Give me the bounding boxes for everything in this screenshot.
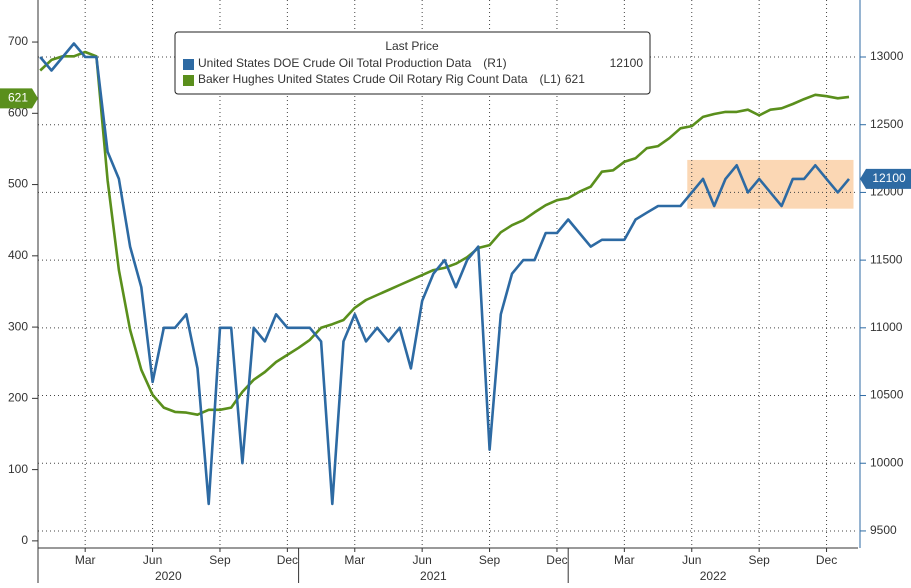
y-tick-label: 0 bbox=[21, 533, 28, 547]
x-tick-label: Dec bbox=[277, 553, 298, 567]
x-tick-label: Jun bbox=[143, 553, 162, 567]
legend-box bbox=[174, 31, 651, 95]
x-tick-label: Mar bbox=[344, 553, 365, 567]
year-label: 2022 bbox=[700, 569, 727, 583]
highlight-box bbox=[687, 159, 854, 209]
legend-last-price: 12100 bbox=[610, 56, 644, 70]
legend-label: Baker Hughes United States Crude Oil Rot… bbox=[198, 72, 528, 86]
legend-label: United States DOE Crude Oil Total Produc… bbox=[198, 56, 472, 70]
x-tick-label: Dec bbox=[816, 553, 837, 567]
y2-tick-label: 10500 bbox=[870, 388, 904, 402]
x-tick-label: Sep bbox=[209, 553, 231, 567]
legend-axis: (R1) bbox=[483, 56, 506, 70]
x-tick-label: Sep bbox=[479, 553, 501, 567]
series-line bbox=[39, 50, 850, 416]
x-tick-label: Dec bbox=[546, 553, 567, 567]
y2-tick-label: 10000 bbox=[870, 455, 904, 469]
year-label: 2020 bbox=[155, 569, 182, 583]
y-tick-label: 200 bbox=[8, 391, 28, 405]
legend-axis: (L1) bbox=[540, 72, 561, 86]
series-line bbox=[39, 42, 851, 506]
y-tick-label: 500 bbox=[8, 177, 28, 191]
legend-swatch bbox=[183, 59, 194, 70]
y2-tick-label: 11500 bbox=[870, 252, 903, 266]
x-tick-label: Jun bbox=[412, 553, 431, 567]
x-tick-label: Mar bbox=[614, 553, 635, 567]
x-tick-label: Mar bbox=[75, 553, 96, 567]
last-price-badge bbox=[860, 168, 911, 189]
legend-title: Last Price bbox=[385, 39, 439, 53]
last-price-label: 621 bbox=[8, 91, 28, 105]
y2-tick-label: 11000 bbox=[870, 320, 903, 334]
y-tick-label: 400 bbox=[8, 248, 28, 262]
y2-tick-label: 9500 bbox=[870, 523, 897, 537]
legend-last-price: 621 bbox=[565, 72, 585, 86]
y-tick-label: 600 bbox=[8, 105, 28, 119]
y-tick-label: 700 bbox=[8, 34, 28, 48]
year-label: 2021 bbox=[420, 569, 447, 583]
last-price-label: 12100 bbox=[872, 171, 906, 185]
x-tick-label: Sep bbox=[748, 553, 770, 567]
y2-tick-label: 12500 bbox=[870, 117, 904, 131]
x-tick-label: Jun bbox=[682, 553, 701, 567]
last-price-badge bbox=[0, 88, 38, 109]
legend: Last Price United States DOE Crude Oil T… bbox=[174, 31, 651, 95]
legend-swatch bbox=[183, 75, 194, 86]
y2-tick-label: 13000 bbox=[870, 49, 904, 63]
y-tick-label: 100 bbox=[8, 462, 28, 476]
y-tick-label: 300 bbox=[8, 319, 28, 333]
